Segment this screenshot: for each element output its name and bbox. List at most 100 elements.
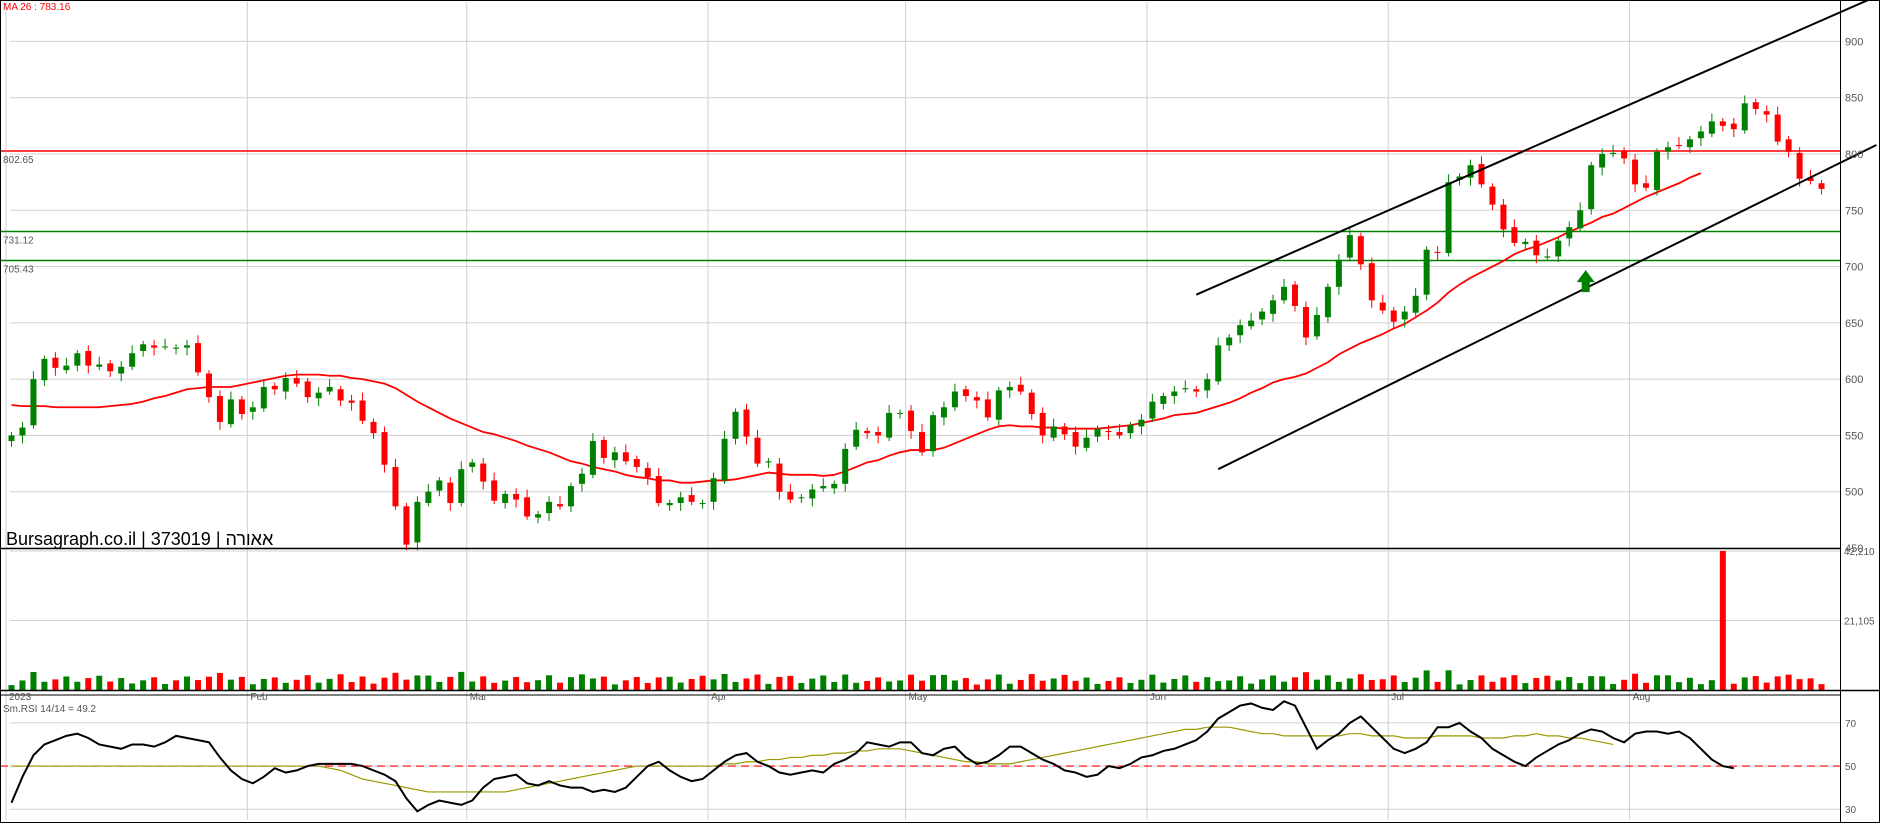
volume-bar [622, 680, 629, 690]
candle-body [63, 365, 70, 371]
candle-body [644, 468, 651, 478]
volume-bar [886, 681, 893, 690]
candle-body [1346, 235, 1353, 258]
candle-body [1818, 183, 1825, 189]
volume-bar [359, 676, 366, 690]
volume-bar [447, 676, 454, 690]
volume-bar [1566, 677, 1573, 690]
y-tick-label: 850 [1845, 93, 1863, 105]
volume-bar [1818, 684, 1825, 690]
candle-body [1423, 249, 1430, 295]
x-tick-label: Aug [1633, 692, 1651, 703]
candle-body [1610, 152, 1617, 154]
volume-bar [1324, 675, 1331, 690]
volume-bar [1379, 679, 1386, 690]
volume-bar [1763, 682, 1770, 690]
volume-bar [699, 675, 706, 690]
volume-bar [1522, 683, 1529, 690]
volume-bar [513, 677, 520, 690]
volume-bar [600, 676, 607, 690]
candle-body [1643, 183, 1650, 188]
candle-body [776, 463, 783, 492]
rsi-panel [0, 700, 1840, 813]
volume-bar [1281, 681, 1288, 690]
candle-body [1697, 131, 1704, 139]
candle-body [557, 504, 563, 507]
volume-tick-label: 42,210 [1844, 547, 1875, 558]
volume-bar [1204, 677, 1211, 690]
candle-body [337, 389, 344, 401]
volume-bar [1807, 678, 1814, 690]
volume-bar [1105, 680, 1112, 690]
candle-body [52, 357, 59, 368]
volume-bar [74, 681, 81, 690]
volume-bar [995, 674, 1002, 690]
ma-label: MA 26 : 783.16 [3, 2, 71, 13]
volume-bar [1555, 680, 1562, 690]
volume-bar [1138, 679, 1145, 690]
candle-body [1588, 165, 1595, 210]
candle-body [1138, 419, 1145, 427]
x-tick-label: Feb [250, 692, 268, 703]
volume-bar [754, 674, 761, 690]
candle-body [293, 378, 300, 384]
volume-bar [1675, 682, 1682, 690]
candle-body [1522, 241, 1529, 245]
candle-body [118, 366, 125, 374]
candle-body [1467, 165, 1474, 178]
candle-body [1741, 103, 1748, 131]
candle-body [1555, 240, 1562, 257]
volume-bar [721, 673, 728, 690]
candle-body [842, 448, 849, 484]
candle-body [1259, 311, 1266, 320]
volume-bar [611, 684, 618, 690]
candle-body [173, 347, 180, 349]
candle-body [919, 432, 926, 453]
candle-body [238, 399, 245, 415]
volume-bar [1741, 677, 1748, 690]
volume-bar [1346, 678, 1353, 690]
candle-body [611, 452, 618, 461]
x-tick-label: 2023 [9, 692, 32, 703]
candle-body [1511, 227, 1518, 243]
volume-bars [8, 551, 1825, 690]
volume-bar [491, 682, 498, 690]
candle-body [96, 364, 103, 367]
candle-body [721, 438, 728, 481]
trend-line [1195, 0, 1871, 296]
volume-bar [1248, 683, 1255, 690]
y-tick-label: 500 [1845, 487, 1863, 499]
rsi-signal-line [11, 726, 1614, 793]
x-tick-label: Mar [470, 692, 488, 703]
candle-body [688, 495, 695, 502]
candle-body [1171, 391, 1178, 397]
y-tick-label: 750 [1845, 205, 1863, 217]
candle-body [1061, 426, 1068, 435]
volume-bar [1368, 679, 1375, 690]
chart-title: Bursagraph.co.il | 373019 | אאורה [6, 529, 274, 549]
x-tick-label: Jun [1150, 692, 1166, 703]
candle-body [1390, 310, 1397, 322]
volume-bar [1796, 679, 1803, 690]
candle-body [151, 345, 158, 348]
x-tick-label: Jul [1391, 692, 1404, 703]
volume-bar [30, 672, 37, 690]
candle-body [1544, 256, 1551, 258]
candle-body [995, 390, 1002, 420]
candle-body [1401, 311, 1408, 320]
candle-body [1445, 182, 1452, 254]
volume-bar [1215, 681, 1222, 690]
volume-bar [765, 683, 772, 690]
candle-body [1708, 121, 1715, 134]
volume-bar [644, 682, 651, 690]
level-label: 802.65 [3, 155, 34, 166]
candle-body [140, 344, 147, 351]
volume-bar [973, 684, 980, 690]
candle-body [1160, 396, 1167, 404]
candle-body [1072, 432, 1079, 447]
volume-bar [52, 679, 59, 690]
volume-bar [1467, 680, 1474, 690]
level-label: 731.12 [3, 236, 34, 247]
volume-bar [1456, 684, 1463, 690]
